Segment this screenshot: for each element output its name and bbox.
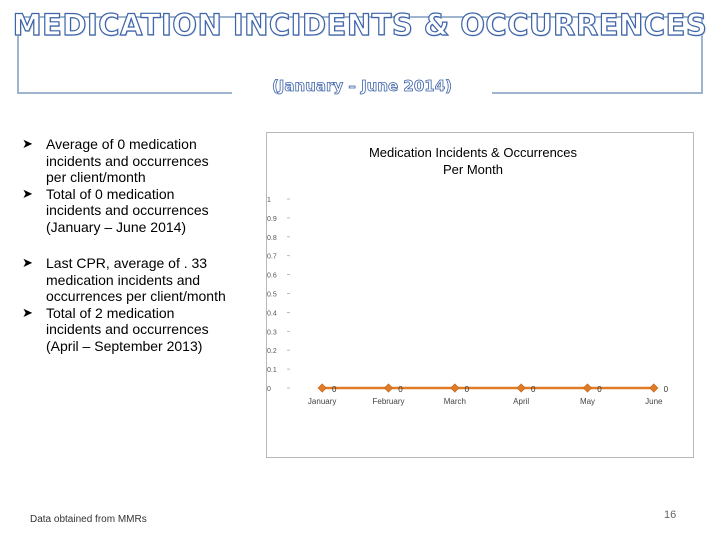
y-tick-label: 0.2 (267, 348, 277, 355)
x-tick-label: March (444, 397, 466, 406)
y-tick-label: 0.3 (267, 329, 277, 336)
line-chart: Medication Incidents & Occurrences Per M… (266, 132, 694, 458)
data-point-marker (317, 383, 327, 393)
bullet-text: Last CPR, average of . 33 medication inc… (46, 255, 226, 304)
bullet-spacer (22, 235, 232, 255)
chart-canvas: Medication Incidents & Occurrences Per M… (267, 145, 669, 406)
data-label: 0 (597, 385, 602, 394)
bullet-text: Average of 0 medication incidents and oc… (46, 136, 209, 185)
chart-title-line-1: Medication Incidents & Occurrences (369, 145, 578, 160)
chart-title-line-2: Per Month (443, 162, 503, 177)
bullet-list: ➤ Average of 0 medication incidents and … (22, 136, 232, 354)
y-tick-label: 1 (267, 197, 271, 204)
bullet-item: ➤ Average of 0 medication incidents and … (22, 136, 232, 186)
data-point-marker (450, 383, 460, 393)
data-point-marker (516, 383, 526, 393)
data-label: 0 (664, 385, 669, 394)
y-tick-label: 0.8 (267, 235, 277, 242)
data-point-marker (383, 383, 394, 393)
bullet-text: Total of 2 medication incidents and occu… (46, 304, 209, 354)
data-label: 0 (531, 385, 536, 394)
y-tick-label: 0.6 (267, 273, 277, 280)
y-tick-label: 0.4 (267, 310, 277, 317)
arrow-bullet-icon: ➤ (22, 255, 33, 270)
data-point-marker (582, 383, 593, 393)
y-tick-label: 0.7 (267, 254, 277, 261)
arrow-bullet-icon: ➤ (22, 304, 33, 320)
slide-title: MEDICATION INCIDENTS & OCCURRENCES (12, 7, 708, 42)
bullet-item: ➤ Total of 2 medication incidents and oc… (22, 305, 232, 355)
arrow-bullet-icon: ➤ (22, 136, 33, 151)
bullet-item: ➤ Last CPR, average of . 33 medication i… (22, 255, 232, 305)
x-tick-label: January (308, 397, 336, 406)
x-tick-label: February (372, 397, 404, 406)
data-label: 0 (398, 385, 403, 394)
source-note: Data obtained from MMRs (30, 514, 147, 525)
y-tick-label: 0.5 (267, 292, 277, 299)
x-tick-label: May (580, 397, 595, 406)
y-tick-label: 0 (267, 386, 271, 393)
x-tick-label: June (645, 397, 663, 406)
arrow-bullet-icon: ➤ (22, 185, 33, 201)
x-tick-label: April (513, 397, 529, 406)
bullet-text: Total of 0 medication incidents and occu… (46, 185, 209, 235)
slide-subtitle: (January – June 2014) (232, 75, 492, 97)
data-label: 0 (465, 385, 470, 394)
y-tick-label: 0.1 (267, 367, 277, 374)
data-label: 0 (332, 385, 337, 394)
data-point-marker (649, 383, 659, 393)
y-tick-label: 0.9 (267, 216, 277, 223)
bullet-item: ➤ Total of 0 medication incidents and oc… (22, 186, 232, 236)
page-number: 16 (664, 509, 677, 521)
